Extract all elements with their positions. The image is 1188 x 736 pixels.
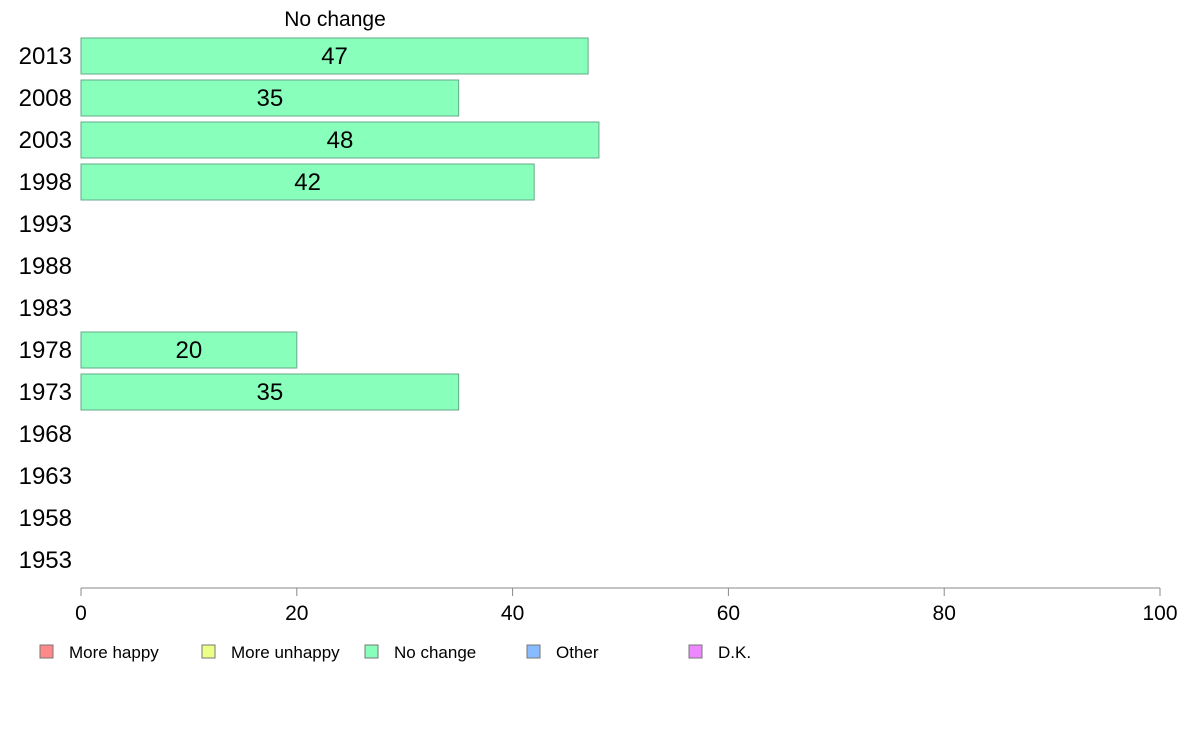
x-tick-label: 0 xyxy=(75,602,87,625)
legend-swatch xyxy=(201,644,216,659)
bar xyxy=(80,373,460,411)
legend-label: Other xyxy=(556,643,599,662)
bar-value-label: 35 xyxy=(256,85,283,112)
legend: More happy More unhappy No change Other D.K. xyxy=(39,643,751,662)
year-labels: 2013 2008 2003 1998 1993 1988 1983 1978 1973 1968… xyxy=(19,43,72,574)
legend-label: More unhappy xyxy=(231,643,340,662)
bar xyxy=(80,79,460,117)
x-tick-label: 80 xyxy=(933,602,956,625)
x-tick-label: 100 xyxy=(1142,602,1177,625)
legend-swatch xyxy=(39,644,54,659)
x-tick-label: 60 xyxy=(717,602,740,625)
y-tick-label: 2008 xyxy=(19,85,72,112)
legend-swatch xyxy=(364,644,379,659)
legend-label: D.K. xyxy=(718,643,751,662)
chart-title: No change xyxy=(284,8,386,31)
y-tick-label: 1968 xyxy=(19,421,72,448)
y-tick-label: 1963 xyxy=(19,463,72,490)
legend-label: No change xyxy=(394,643,476,662)
y-tick-label: 1973 xyxy=(19,379,72,406)
x-tick-label: 20 xyxy=(285,602,308,625)
y-tick-label: 1953 xyxy=(19,547,72,574)
bar-value-label: 35 xyxy=(256,379,283,406)
bar-value-label: 48 xyxy=(327,127,354,154)
bar xyxy=(80,163,535,201)
bar-value-label: 42 xyxy=(294,169,321,196)
y-tick-label: 2003 xyxy=(19,127,72,154)
bar-value-label: 20 xyxy=(176,337,203,364)
y-tick-label: 1993 xyxy=(19,211,72,238)
bar xyxy=(80,121,600,159)
legend-swatch xyxy=(526,644,541,659)
y-tick-label: 1958 xyxy=(19,505,72,532)
bar xyxy=(80,37,589,75)
y-tick-label: 1998 xyxy=(19,169,72,196)
legend-swatch xyxy=(688,644,703,659)
bar xyxy=(80,331,298,369)
y-tick-label: 1983 xyxy=(19,295,72,322)
y-tick-label: 1988 xyxy=(19,253,72,280)
y-tick-label: 1978 xyxy=(19,337,72,364)
y-tick-label: 2013 xyxy=(19,43,72,70)
x-tick-label: 40 xyxy=(501,602,524,625)
bar-value-label: 47 xyxy=(321,43,348,70)
legend-label: More happy xyxy=(69,643,159,662)
x-axis: 0 20 40 60 80 100 xyxy=(75,587,1178,625)
